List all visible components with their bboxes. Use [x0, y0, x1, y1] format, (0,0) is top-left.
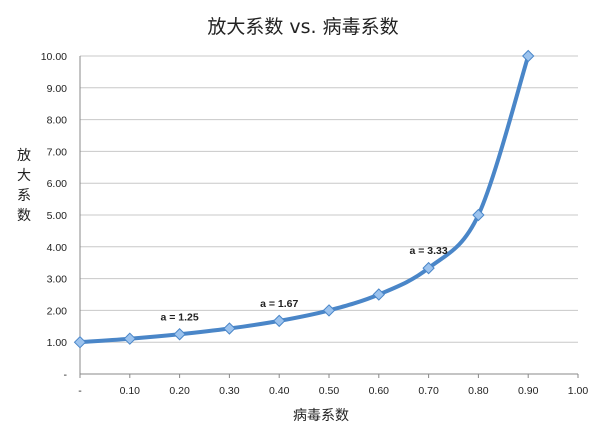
annotation-label: a = 1.67	[260, 298, 298, 310]
x-tick-label: 0.70	[418, 385, 439, 397]
y-axis-label: 放大系数	[17, 148, 31, 224]
annotations: a = 1.25 a = 1.67 a = 3.33	[160, 245, 447, 323]
annotation-label: a = 1.25	[160, 311, 198, 323]
y-tick-label: 5.00	[47, 210, 68, 222]
y-axis-label-text: 放大系数	[17, 148, 31, 224]
y-tick-labels: - 1.00 2.00 3.00 4.00 5.00 6.00 7.00 8.00 9.00 10.…	[41, 51, 68, 381]
x-tick-labels: - 0.10 0.20 0.30 0.40 0.50 0.60 0.70 0.80 0.90 1.0…	[78, 385, 588, 397]
y-tick-label: -	[64, 369, 68, 381]
axes	[79, 56, 579, 378]
x-tick-label: 0.80	[468, 385, 489, 397]
y-tick-label: 9.00	[47, 83, 68, 95]
x-tick-label: 0.10	[120, 385, 141, 397]
data-point-marker	[173, 328, 186, 341]
y-tick-label: 8.00	[47, 115, 68, 127]
x-tick-label: 0.20	[169, 385, 190, 397]
x-tick-label: 0.50	[319, 385, 340, 397]
y-tick-label: 3.00	[47, 274, 68, 286]
x-tick-label: 0.40	[269, 385, 290, 397]
y-tick-label: 1.00	[47, 337, 68, 349]
y-tick-label: 4.00	[47, 242, 68, 254]
x-tick-label: 1.00	[568, 385, 589, 397]
series-layer	[73, 49, 535, 349]
x-tick-label: 0.60	[369, 385, 390, 397]
data-point-marker	[422, 261, 435, 275]
y-tick-label: 6.00	[47, 178, 68, 190]
gridlines	[80, 55, 578, 343]
data-point-marker	[472, 208, 485, 222]
data-point-marker	[372, 288, 386, 301]
data-point-marker	[322, 304, 336, 317]
data-point-marker	[73, 335, 87, 349]
data-point-marker	[272, 314, 286, 328]
data-point-marker	[123, 332, 137, 345]
series-line	[78, 54, 531, 345]
x-tick-label: -	[78, 385, 82, 397]
annotation-label: a = 3.33	[409, 245, 447, 257]
chart-title: 放大系数 vs. 病毒系数	[207, 16, 398, 38]
y-tick-label: 10.00	[41, 51, 67, 63]
y-tick-label: 2.00	[47, 305, 68, 317]
x-axis-label: 病毒系数	[293, 408, 349, 424]
y-tick-label: 7.00	[47, 146, 68, 158]
x-tick-label: 0.30	[219, 385, 240, 397]
data-point-marker	[223, 322, 236, 335]
x-tick-label: 0.90	[518, 385, 539, 397]
data-point-marker	[521, 49, 535, 63]
